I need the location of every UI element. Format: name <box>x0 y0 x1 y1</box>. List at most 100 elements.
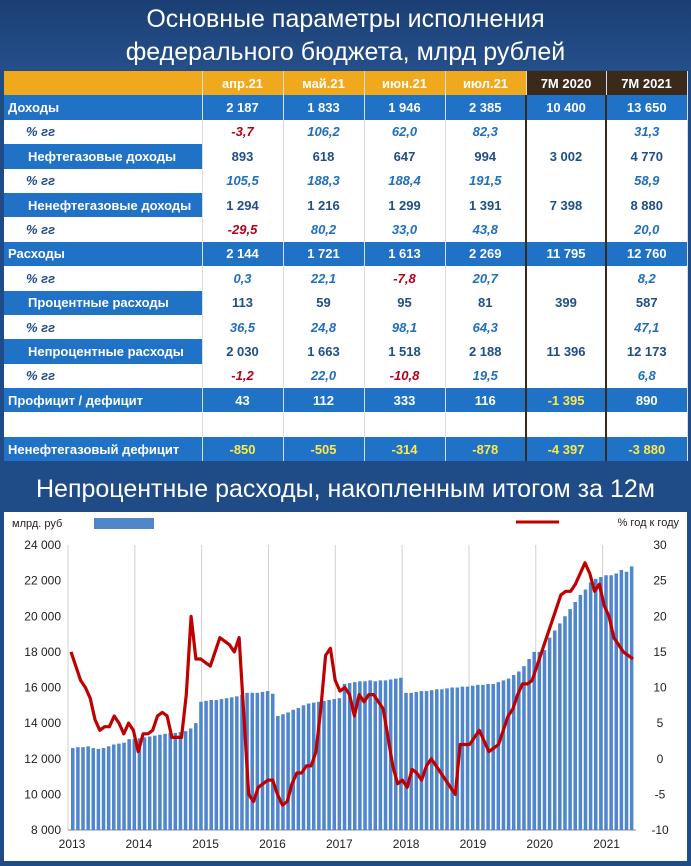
table-cell: 0,3 <box>202 266 284 291</box>
table-cell <box>525 363 607 389</box>
bar <box>537 651 542 830</box>
bar <box>404 692 408 830</box>
bar <box>501 680 506 830</box>
bar <box>117 743 121 830</box>
bar <box>183 731 188 830</box>
bar <box>511 675 516 830</box>
table-header-cell <box>4 71 203 96</box>
bar <box>424 691 429 830</box>
table-header-cell: июн.21 <box>364 71 446 96</box>
bar <box>399 677 403 830</box>
row-label <box>4 412 203 437</box>
table-cell <box>364 412 446 437</box>
growth-line <box>69 561 634 807</box>
bar <box>209 699 213 830</box>
table-cell: -29,5 <box>202 217 284 242</box>
bar <box>296 707 301 830</box>
y-right-tick-label: 10 <box>653 681 667 695</box>
bar <box>619 569 624 830</box>
bar <box>112 744 116 830</box>
table-cell: 80,2 <box>283 217 365 242</box>
table-row: % гг 105,5 188,3 188,4 191,5 58,9 <box>4 168 688 193</box>
bar <box>383 680 388 830</box>
y-right-tick-label: -10 <box>651 823 669 837</box>
bar <box>496 682 501 830</box>
bar <box>353 682 357 830</box>
y-left-tick-label: 16 000 <box>24 681 61 695</box>
y-left-tick-label: 20 000 <box>24 609 61 623</box>
bar <box>188 728 193 830</box>
table-row: Доходы 2 187 1 833 1 946 2 385 10 400 13 650 <box>4 95 688 120</box>
y-left-tick-label: 24 000 <box>24 538 61 552</box>
bar <box>578 594 583 830</box>
table-cell: 1 833 <box>283 95 365 120</box>
table-row: Ненефтегазовый дефицит -850 -505 -314 -878 -4… <box>4 436 688 462</box>
table-cell: 106,2 <box>283 119 365 145</box>
table-cell: 1 946 <box>364 95 446 120</box>
table-cell: 43 <box>202 388 284 413</box>
bar <box>378 680 383 830</box>
bar <box>347 683 352 830</box>
bar <box>224 698 229 830</box>
bar <box>71 748 75 830</box>
table-cell: 2 385 <box>445 95 527 120</box>
row-label: Ненефтегазовый дефицит <box>4 436 203 462</box>
table-cell <box>283 412 365 437</box>
table-row: Процентные расходы 113 59 95 81 399 587 <box>4 290 688 315</box>
bar <box>593 578 598 830</box>
table-cell: 2 187 <box>202 95 284 120</box>
bar <box>527 659 531 830</box>
table-cell <box>525 119 607 145</box>
table-cell: 1 391 <box>445 192 527 218</box>
y-right-tick-label: 20 <box>653 609 667 623</box>
bar <box>173 732 178 830</box>
table-cell: 1 518 <box>364 339 446 364</box>
table-cell: 188,3 <box>283 168 365 193</box>
table-cell: 24,8 <box>283 314 365 340</box>
table-cell: 2 188 <box>445 339 527 364</box>
y-left-tick-label: 22 000 <box>24 574 61 588</box>
bar <box>465 686 470 830</box>
bar <box>368 680 372 830</box>
table-row: Профицит / дефицит 43 112 333 116 -1 395 890 <box>4 388 688 413</box>
bar <box>419 691 424 830</box>
bar <box>450 687 454 830</box>
table-cell: 1 721 <box>283 241 365 267</box>
y-right-tick-label: 25 <box>653 574 667 588</box>
legend-left-label: млрд. руб <box>12 518 62 530</box>
bar <box>522 666 526 830</box>
table-cell: -3 880 <box>605 436 688 462</box>
bar <box>137 738 142 830</box>
table-cell: 1 294 <box>202 192 284 218</box>
table-row: Непроцентные расходы 2 030 1 663 1 518 2 188… <box>4 339 688 364</box>
x-tick-label: 2015 <box>192 837 219 851</box>
table-cell: -314 <box>364 436 446 462</box>
bar <box>614 573 619 830</box>
bar <box>629 566 634 830</box>
table-cell: 58,9 <box>605 168 688 193</box>
bar <box>568 609 572 830</box>
y-right-tick-label: -5 <box>655 787 666 801</box>
table-header-cell: июл.21 <box>445 71 527 96</box>
bar <box>532 651 536 830</box>
bar <box>445 688 449 830</box>
bar <box>460 686 465 830</box>
table-cell: 2 144 <box>202 241 284 267</box>
bar <box>122 742 126 830</box>
table-cell <box>525 314 607 340</box>
bar <box>486 683 490 830</box>
bar <box>260 691 265 830</box>
row-label: % гг <box>4 168 203 193</box>
y-right-tick-label: 0 <box>657 752 664 766</box>
bar <box>286 712 290 830</box>
y-left-tick-label: 12 000 <box>24 752 61 766</box>
row-label: % гг <box>4 363 203 389</box>
table-cell: 36,5 <box>202 314 284 340</box>
bar <box>327 699 331 830</box>
table-cell: -7,8 <box>364 266 446 291</box>
table-cell: 13 650 <box>605 95 688 120</box>
bar <box>281 714 285 830</box>
table-cell <box>605 412 688 437</box>
table-cell: -850 <box>202 436 284 462</box>
table-cell: 113 <box>202 290 284 315</box>
